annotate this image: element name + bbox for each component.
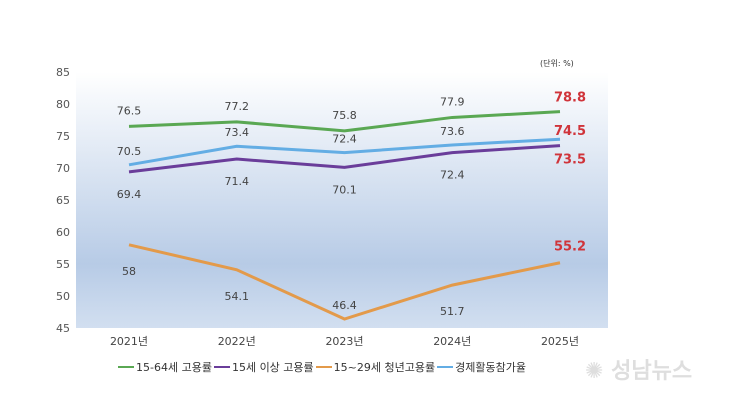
- unit-label: (단위: %): [540, 59, 574, 68]
- x-tick-label: 2023년: [325, 335, 363, 348]
- legend-item: 경제활동참가율: [437, 359, 528, 375]
- legend-item: 15~29세 청년고용률: [315, 359, 437, 375]
- watermark-logo: ✺ 성남뉴스: [585, 359, 693, 384]
- y-tick-label: 65: [56, 194, 70, 207]
- data-label: 51.7: [440, 305, 465, 318]
- y-tick-label: 85: [56, 66, 70, 79]
- watermark-text: 성남뉴스: [611, 359, 693, 384]
- data-label: 70.1: [332, 183, 357, 196]
- data-label: 55.2: [554, 240, 586, 255]
- y-tick-label: 75: [56, 130, 70, 143]
- legend: 15-64세 고용률 15세 이상 고용률 15~29세 청년고용률 경제활동참가율: [118, 359, 528, 375]
- legend-item: 15세 이상 고용률: [213, 359, 316, 375]
- x-tick-label: 2021년: [110, 335, 148, 348]
- y-tick-label: 55: [56, 258, 70, 271]
- series-line: [128, 137, 561, 167]
- y-tick-label: 80: [56, 98, 70, 111]
- x-tick-label: 2022년: [218, 335, 256, 348]
- x-tick-label: 2024년: [433, 335, 471, 348]
- legend-swatch: [437, 366, 454, 368]
- data-label: 77.2: [225, 100, 250, 113]
- legend-label: 15~29세 청년고용률: [333, 361, 436, 374]
- legend-swatch: [213, 366, 230, 368]
- legend-label: 15-64세 고용률: [136, 361, 212, 374]
- data-label: 76.5: [117, 104, 142, 117]
- legend-label: 경제활동참가율: [455, 361, 526, 374]
- y-tick-label: 45: [56, 322, 70, 335]
- y-tick-label: 70: [56, 162, 70, 175]
- data-label: 73.5: [554, 153, 586, 168]
- y-tick-label: 50: [56, 290, 70, 303]
- data-label: 69.4: [117, 188, 142, 201]
- data-label: 71.4: [225, 175, 250, 188]
- series-line: [128, 144, 561, 174]
- x-tick-label: 2025년: [541, 335, 579, 348]
- data-label: 77.9: [440, 95, 465, 108]
- legend-swatch: [315, 366, 332, 368]
- y-tick-label: 60: [56, 226, 70, 239]
- data-label: 78.8: [554, 91, 586, 106]
- data-label: 54.1: [225, 290, 250, 303]
- series-line: [128, 110, 561, 133]
- data-label: 72.4: [440, 169, 465, 182]
- data-label: 72.4: [332, 133, 357, 146]
- data-label: 74.5: [554, 124, 586, 139]
- data-label: 70.5: [117, 145, 142, 158]
- data-label: 73.4: [225, 126, 250, 139]
- data-label: 73.6: [440, 125, 465, 138]
- series-line: [128, 243, 561, 321]
- legend-swatch: [118, 366, 134, 368]
- legend-item: 15-64세 고용률: [118, 359, 214, 375]
- data-label: 46.4: [332, 299, 357, 312]
- legend-label: 15세 이상 고용률: [231, 361, 314, 374]
- data-label: 75.8: [332, 109, 357, 122]
- data-label: 58: [122, 265, 136, 278]
